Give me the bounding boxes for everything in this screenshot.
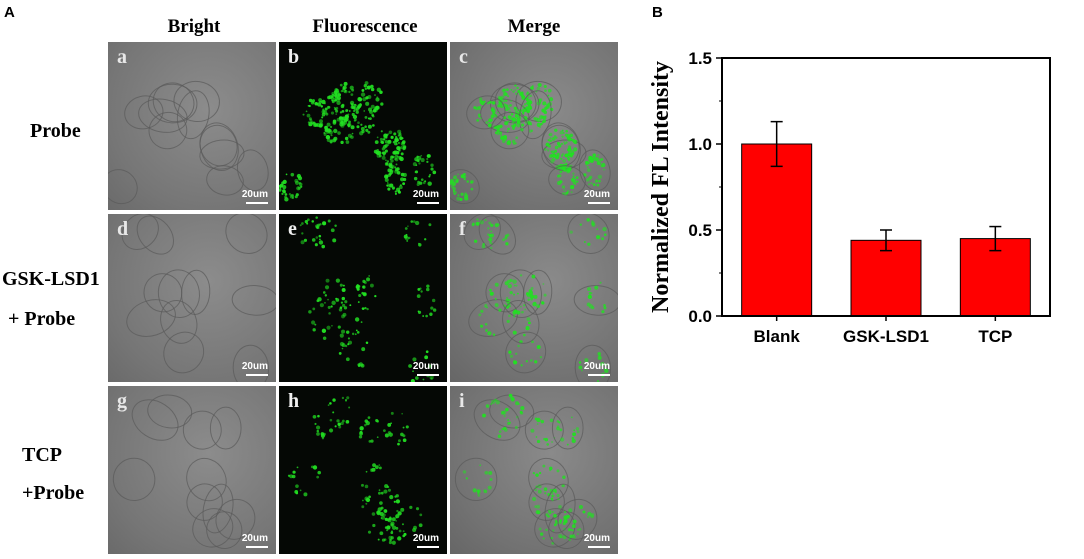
scale-bar-label: 20um xyxy=(412,361,439,372)
scale-bar xyxy=(417,374,439,376)
scale-bar xyxy=(246,374,268,376)
scale-bar-label: 20um xyxy=(583,361,610,372)
scale-bar xyxy=(417,202,439,204)
scale-bar xyxy=(246,202,268,204)
row-label-line: + Probe xyxy=(8,308,76,330)
x-tick-label: GSK-LSD1 xyxy=(843,327,929,346)
column-header-fluorescence: Fluorescence xyxy=(312,16,418,37)
row-label-line: +Probe xyxy=(22,482,85,504)
cell-image xyxy=(450,80,611,205)
micrograph-merge: f 20um xyxy=(450,214,618,382)
scale-bar-label: 20um xyxy=(241,533,268,544)
scale-bar xyxy=(588,202,610,204)
panel-b-letter: B xyxy=(652,4,663,21)
y-tick-label: 0.5 xyxy=(688,221,712,240)
tile-letter: e xyxy=(288,218,297,240)
scale-bar-label: 20um xyxy=(241,361,268,372)
micrograph-bright: d 20um xyxy=(108,214,276,382)
cell-image xyxy=(287,396,423,545)
scale-bar xyxy=(246,546,268,548)
row-label-line: TCP xyxy=(22,444,62,466)
micrograph-bright: g 20um xyxy=(108,386,276,554)
scale-bar xyxy=(588,546,610,548)
tile-letter: f xyxy=(459,218,466,240)
cell-image xyxy=(112,394,256,549)
cell-image xyxy=(463,214,618,382)
x-tick-label: Blank xyxy=(754,327,801,346)
scale-bar-label: 20um xyxy=(241,189,268,200)
scale-bar xyxy=(417,546,439,548)
bar-chart: Blank GSK-LSD1 TCP 0.0 0.5 1.0 1.5 Normalized F… xyxy=(648,49,1051,346)
micrograph-merge: i 20um xyxy=(450,386,618,554)
micrograph-fluo: e 20um xyxy=(279,214,447,382)
scale-bar xyxy=(588,374,610,376)
micrograph-fluo: b 20um xyxy=(279,42,447,210)
bar xyxy=(850,239,922,317)
tile-letter: d xyxy=(117,218,129,240)
scale-bar-label: 20um xyxy=(412,533,439,544)
micrograph-bright: a 20um xyxy=(108,42,276,210)
x-tick-label: TCP xyxy=(978,327,1012,346)
micrograph-merge: c 20um xyxy=(450,42,618,210)
y-tick-label: 1.5 xyxy=(688,49,712,68)
cell-image xyxy=(108,80,269,205)
row-label-line: Probe xyxy=(30,120,81,142)
tile-letter: g xyxy=(117,390,127,412)
cell-image xyxy=(454,393,598,549)
panel-a-letter: A xyxy=(4,4,15,21)
scale-bar-label: 20um xyxy=(583,533,610,544)
cell-image xyxy=(279,81,437,202)
micrograph-fluo: h 20um xyxy=(279,386,447,554)
bar xyxy=(741,143,813,317)
column-header-merge: Merge xyxy=(507,16,561,37)
scale-bar-label: 20um xyxy=(412,189,439,200)
y-tick-label: 0.0 xyxy=(688,307,712,326)
column-header-bright: Bright xyxy=(167,16,221,37)
cell-image xyxy=(299,216,437,382)
tile-letter: i xyxy=(459,390,465,412)
tile-letter: h xyxy=(288,390,300,412)
tile-letter: a xyxy=(117,46,127,68)
row-label-line: GSK-LSD1 xyxy=(2,268,100,290)
y-tick-label: 1.0 xyxy=(688,135,712,154)
tile-letter: c xyxy=(459,46,468,68)
tile-letter: b xyxy=(288,46,300,68)
y-axis-label: Normalized FL Intensity xyxy=(648,61,674,313)
cell-image xyxy=(121,214,276,382)
scale-bar-label: 20um xyxy=(583,189,610,200)
